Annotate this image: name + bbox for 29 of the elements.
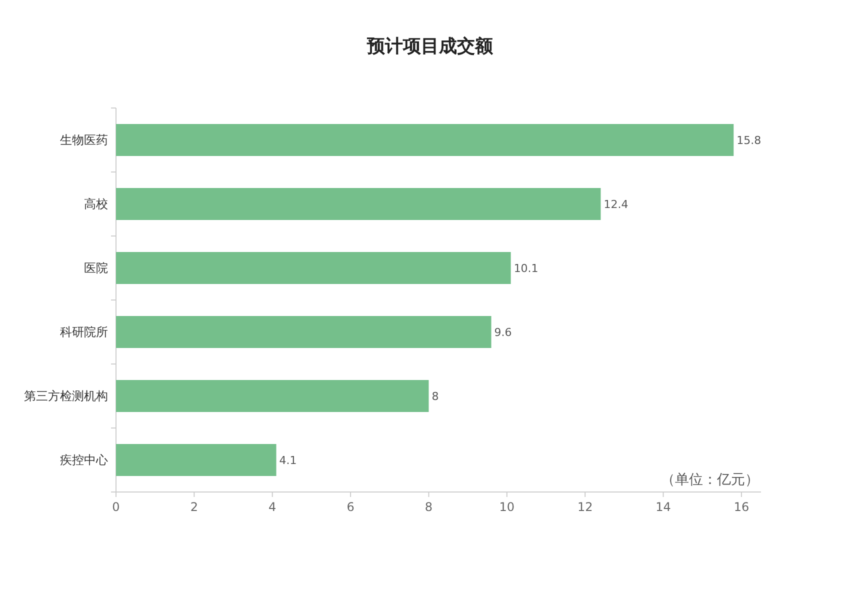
chart-title: 预计项目成交额 <box>366 36 494 57</box>
x-tick-label: 10 <box>499 500 515 514</box>
bar <box>116 124 734 156</box>
data-label: 4.1 <box>279 454 297 467</box>
x-tick-label: 2 <box>190 500 198 514</box>
data-label: 12.4 <box>604 198 628 211</box>
x-tick-label: 0 <box>112 500 120 514</box>
data-label: 9.6 <box>494 326 512 339</box>
x-tick-label: 14 <box>656 500 671 514</box>
data-label: 10.1 <box>514 262 538 275</box>
bar <box>116 444 276 476</box>
data-label: 15.8 <box>736 134 762 147</box>
y-tick-label: 高校 <box>84 197 108 211</box>
data-label: 8 <box>432 390 439 403</box>
x-tick-label: 6 <box>346 500 354 514</box>
x-tick-label: 4 <box>268 500 276 514</box>
y-tick-label: 生物医药 <box>60 133 108 147</box>
bar <box>116 252 511 284</box>
bar <box>116 316 492 348</box>
annotation: （单位：亿元） <box>661 472 759 488</box>
y-tick-label: 疾控中心 <box>60 453 108 467</box>
y-tick-label: 第三方检测机构 <box>24 389 108 403</box>
x-tick-label: 16 <box>734 500 750 514</box>
y-tick-label: 医院 <box>84 261 108 275</box>
x-tick-label: 12 <box>577 500 593 514</box>
y-tick-label: 科研院所 <box>60 325 108 339</box>
bar <box>116 380 429 412</box>
x-tick-label: 8 <box>424 500 433 514</box>
bar <box>116 188 601 220</box>
